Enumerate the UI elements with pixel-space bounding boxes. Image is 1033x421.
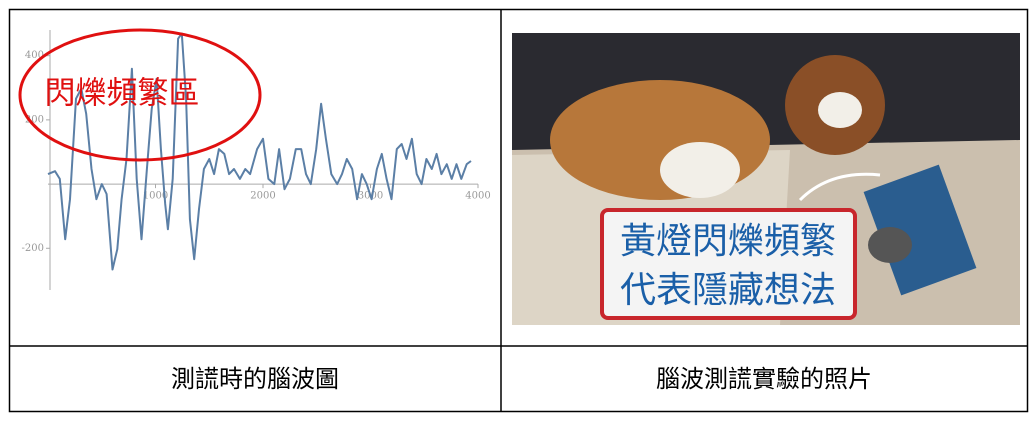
y-tick-label: -200 [22,243,44,254]
panda-face [818,92,862,128]
overlay-text: 黃燈閃爍頻繁 [620,221,836,262]
x-tick-label: 1000 [143,191,168,202]
eeg-line [47,32,472,271]
y-tick-label: 200 [25,114,44,125]
caption: 測謊時的腦波圖 [171,365,339,393]
table-border [8,8,1029,413]
x-tick-label: 2000 [250,191,275,202]
caption: 腦波測謊實驗的照片 [656,365,872,393]
speaker [868,227,912,263]
arrow [798,172,881,202]
x-tick-label: 4000 [465,191,490,202]
overlay-box [600,208,857,320]
y-tick-label: 400 [25,50,44,61]
tiger-face [660,142,740,198]
tiger-toy [550,80,770,200]
overlay-text: 代表隱藏想法 [620,270,836,311]
photo: 黃燈閃爍頻繁 代表隱藏想法 [512,33,1020,325]
annotation: 閃爍頻繁區 [45,76,200,112]
annotation-ellipse [18,28,262,162]
